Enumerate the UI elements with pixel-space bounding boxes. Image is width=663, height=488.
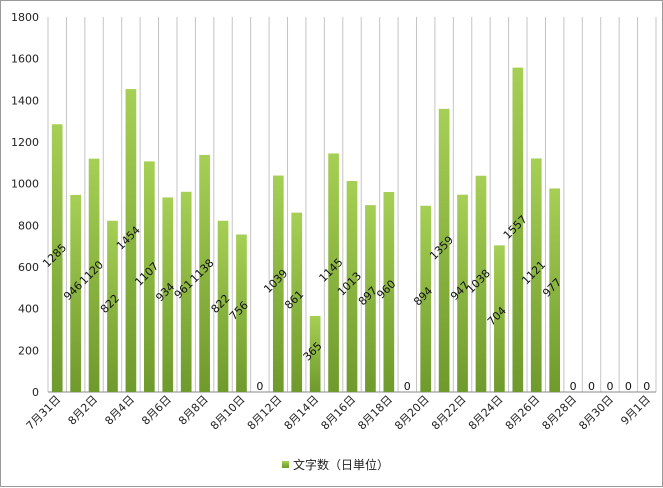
bar bbox=[512, 67, 524, 392]
data-label: 897 bbox=[356, 284, 380, 308]
y-tick-label: 1600 bbox=[11, 53, 39, 66]
y-tick-label: 200 bbox=[18, 344, 39, 357]
bar bbox=[365, 205, 376, 392]
x-tick-label: 8月28日 bbox=[540, 393, 580, 433]
bar bbox=[143, 161, 155, 392]
data-label: 960 bbox=[374, 278, 398, 302]
bar bbox=[291, 212, 303, 392]
x-tick-label: 8月30日 bbox=[576, 393, 616, 433]
x-tick-label: 8月20日 bbox=[392, 393, 432, 433]
bar bbox=[88, 158, 100, 392]
y-tick-label: 1800 bbox=[11, 11, 39, 24]
x-tick-label: 8月2日 bbox=[66, 393, 101, 428]
data-label: 365 bbox=[301, 339, 325, 363]
data-label: 822 bbox=[98, 292, 122, 316]
y-axis-ticks: 0 200 400 600 800 1000 1200 1400 1600 1800 bbox=[11, 11, 39, 399]
legend-swatch bbox=[282, 461, 289, 468]
data-label: 704 bbox=[485, 304, 509, 328]
x-tick-label: 8月10日 bbox=[208, 393, 248, 433]
x-tick-label: 8月22日 bbox=[429, 393, 469, 433]
bar bbox=[309, 315, 321, 392]
data-label: 894 bbox=[411, 284, 435, 308]
y-tick-label: 0 bbox=[32, 386, 39, 399]
x-tick-label: 7月31日 bbox=[24, 393, 64, 433]
x-tick-label: 8月12日 bbox=[245, 393, 285, 433]
data-label: 0 bbox=[643, 380, 650, 393]
bar bbox=[125, 89, 137, 392]
bar bbox=[328, 153, 339, 392]
x-tick-label: 9月1日 bbox=[618, 393, 653, 428]
data-label: 0 bbox=[404, 380, 411, 393]
y-tick-label: 1000 bbox=[11, 178, 39, 191]
data-label: 861 bbox=[282, 288, 306, 312]
y-tick-label: 400 bbox=[18, 303, 39, 316]
data-label: 0 bbox=[570, 380, 577, 393]
x-tick-label: 8月14日 bbox=[282, 393, 322, 433]
bar bbox=[438, 108, 450, 392]
bar bbox=[457, 194, 468, 392]
x-tick-label: 8月24日 bbox=[466, 393, 506, 433]
x-axis-ticks: 7月31日 8月2日 8月4日 8月6日 8月8日8月10日8月12日8月14日8月16… bbox=[24, 393, 653, 433]
y-tick-label: 1200 bbox=[11, 136, 39, 149]
bar bbox=[107, 220, 118, 392]
x-tick-label: 8月4日 bbox=[102, 393, 137, 428]
bar bbox=[272, 175, 284, 392]
x-tick-label: 8月18日 bbox=[355, 393, 395, 433]
bar bbox=[420, 205, 432, 392]
bar bbox=[475, 175, 487, 392]
x-tick-label: 8月6日 bbox=[139, 393, 174, 428]
y-tick-label: 600 bbox=[18, 261, 39, 274]
bar bbox=[162, 197, 174, 392]
legend: 文字数（日単位） bbox=[282, 457, 389, 472]
data-label: 0 bbox=[625, 380, 632, 393]
bar bbox=[70, 194, 81, 392]
bar bbox=[217, 220, 229, 392]
bar bbox=[383, 192, 395, 392]
bar bbox=[180, 191, 192, 392]
bar bbox=[549, 188, 561, 392]
bar bbox=[199, 154, 210, 392]
legend-label: 文字数（日単位） bbox=[293, 457, 389, 472]
bar bbox=[494, 245, 505, 392]
x-tick-label: 8月8日 bbox=[176, 393, 211, 428]
data-label: 0 bbox=[588, 380, 595, 393]
grid-lines bbox=[47, 17, 657, 393]
bar bbox=[530, 158, 542, 392]
data-label: 0 bbox=[256, 380, 263, 393]
y-tick-label: 800 bbox=[18, 219, 39, 232]
bars bbox=[51, 67, 561, 393]
y-tick-label: 1400 bbox=[11, 94, 39, 107]
bar bbox=[346, 180, 358, 392]
data-label: 977 bbox=[540, 276, 564, 300]
data-label: 0 bbox=[606, 380, 613, 393]
x-tick-label: 8月26日 bbox=[503, 393, 543, 433]
x-tick-label: 8月16日 bbox=[319, 393, 359, 433]
bar bbox=[51, 124, 63, 393]
bar bbox=[236, 234, 247, 392]
